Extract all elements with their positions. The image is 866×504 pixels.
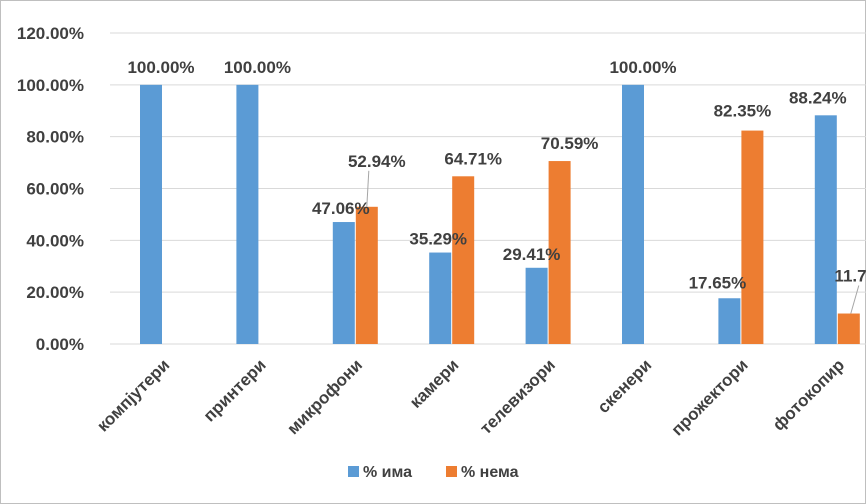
legend-label: % има [363,464,412,481]
data-label: 17.65% [689,273,747,292]
data-label: 64.71% [444,149,502,168]
data-label: 82.35% [714,102,772,121]
bar-ima-8 [814,115,837,344]
leader-line [366,170,370,207]
bar-ima-6 [622,84,644,344]
leader-line [850,285,860,314]
bar-ima-2 [236,84,259,344]
y-tick-label: 80.00% [26,128,84,147]
bar-nema-7 [741,130,764,344]
bar-nema-5 [548,161,571,344]
legend-label: % нема [461,464,519,481]
bar-ima-4 [429,252,452,344]
data-label: 52.94% [348,152,406,171]
y-axis-ticks: 0.00% 20.00% 40.00% 60.00% 80.00% 100.00% 120.… [17,24,84,354]
bar-ima-3 [332,222,355,344]
data-label: 100.00% [609,58,676,77]
bar-ima-5 [525,267,548,344]
bar-nema-8 [837,313,860,344]
bar-nema-3 [355,206,378,344]
y-tick-label: 0.00% [36,335,84,354]
data-label: 100.00% [127,58,194,77]
y-tick-label: 120.00% [17,24,84,43]
legend: % има % нема [348,464,519,481]
data-labels: 100.00% 100.00% 47.06% 35.29% 29.41% 100.00% 1… [127,58,866,314]
y-tick-label: 100.00% [17,76,84,95]
data-label: 47.06% [312,199,370,218]
bar-ima-1 [140,84,162,344]
y-tick-label: 40.00% [26,231,84,250]
data-label: 70.59% [541,134,599,153]
bars [140,84,860,344]
data-label: 11.76% [834,267,866,286]
bar-ima-7 [718,298,741,344]
legend-swatch [348,466,359,477]
data-label: 88.24% [789,88,847,107]
data-label: 35.29% [409,230,467,249]
y-tick-label: 20.00% [26,283,84,302]
y-tick-label: 60.00% [26,180,84,199]
legend-swatch [446,466,457,477]
data-label: 29.41% [503,245,561,264]
bar-nema-4 [452,176,475,344]
data-label: 100.00% [224,58,291,77]
